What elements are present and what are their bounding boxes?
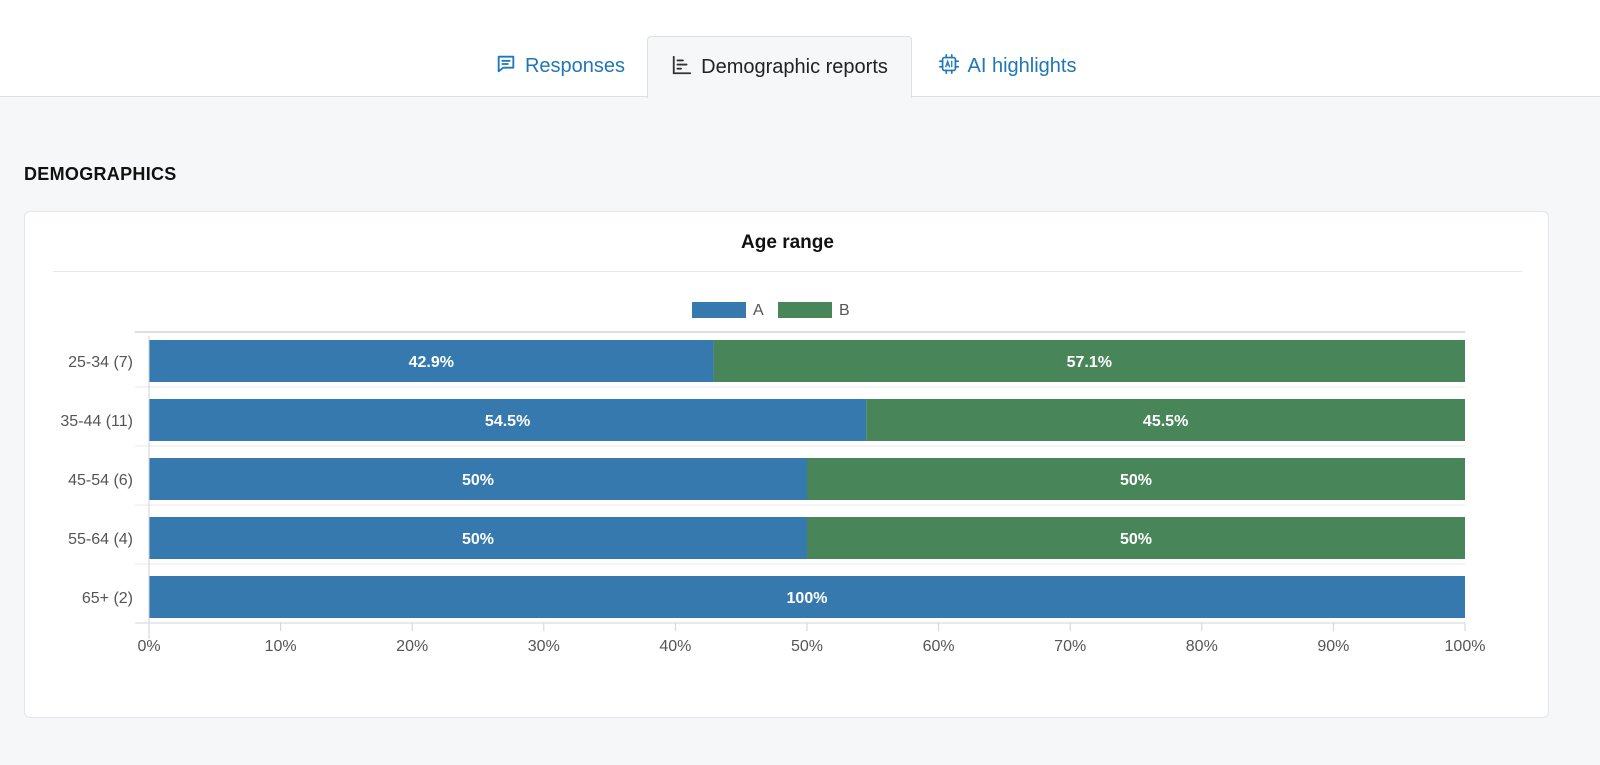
x-tick-label: 60% xyxy=(923,638,955,655)
tab-demographic-reports-label: Demographic reports xyxy=(701,56,888,78)
legend-swatch-a xyxy=(692,302,746,318)
bar-value-label: 54.5% xyxy=(485,413,530,430)
legend-label-b: B xyxy=(839,302,850,319)
category-label: 25-34 (7) xyxy=(68,354,133,371)
card-divider xyxy=(53,271,1522,272)
x-tick-label: 80% xyxy=(1186,638,1218,655)
bar-a xyxy=(149,340,714,382)
x-tick-label: 40% xyxy=(659,638,691,655)
x-tick-label: 10% xyxy=(265,638,297,655)
bar-b xyxy=(866,399,1465,441)
x-tick-label: 90% xyxy=(1317,638,1349,655)
bar-value-label: 100% xyxy=(787,590,828,607)
bar-value-label: 50% xyxy=(1120,531,1152,548)
bar-chart-icon xyxy=(671,54,693,82)
section-title: DEMOGRAPHICS xyxy=(24,164,177,184)
age-range-chart: A B 25-34 (7) 42.9% 57.1% 35-44 (11) 54.5% 45.5… xyxy=(60,302,1486,655)
bar-value-label: 42.9% xyxy=(409,354,454,371)
bar-value-label: 45.5% xyxy=(1143,413,1188,430)
x-tick-label: 30% xyxy=(528,638,560,655)
x-tick-label: 100% xyxy=(1445,638,1486,655)
chart-title: Age range xyxy=(741,232,834,253)
bar-value-label: 50% xyxy=(1120,472,1152,489)
legend-swatch-b xyxy=(778,302,832,318)
bar-value-label: 57.1% xyxy=(1067,354,1112,371)
report-tabs: Responses Demographic reports xyxy=(0,36,1600,98)
legend-label-a: A xyxy=(753,302,764,319)
tab-demographic-reports[interactable]: Demographic reports xyxy=(647,36,912,98)
x-tick-label: 50% xyxy=(791,638,823,655)
message-square-icon xyxy=(495,53,517,81)
bar-value-label: 50% xyxy=(462,472,494,489)
category-label: 45-54 (6) xyxy=(68,472,133,489)
bar-b xyxy=(807,458,1465,500)
bar-a xyxy=(149,458,807,500)
tab-ai-highlights-label: AI highlights xyxy=(967,55,1077,77)
category-label: 55-64 (4) xyxy=(68,531,133,548)
age-range-card: Age range A B 25-34 (7) 42.9% 57.1% 35-44 (11… xyxy=(24,211,1549,718)
bar-a xyxy=(149,399,867,441)
tab-responses[interactable]: Responses xyxy=(495,36,626,97)
category-label: 35-44 (11) xyxy=(60,413,133,430)
tab-ai-highlights[interactable]: AI highlights xyxy=(933,36,1081,97)
ai-chip-icon xyxy=(938,53,960,81)
x-tick-label: 20% xyxy=(396,638,428,655)
bar-a xyxy=(149,517,807,559)
tab-responses-label: Responses xyxy=(524,55,626,77)
x-tick-label: 70% xyxy=(1054,638,1086,655)
bar-a xyxy=(149,576,1465,618)
category-label: 65+ (2) xyxy=(82,590,133,607)
top-navigation: Responses Demographic reports xyxy=(0,0,1600,98)
x-tick-label: 0% xyxy=(137,638,160,655)
bar-b xyxy=(713,340,1465,382)
bar-b xyxy=(807,517,1465,559)
bar-value-label: 50% xyxy=(462,531,494,548)
